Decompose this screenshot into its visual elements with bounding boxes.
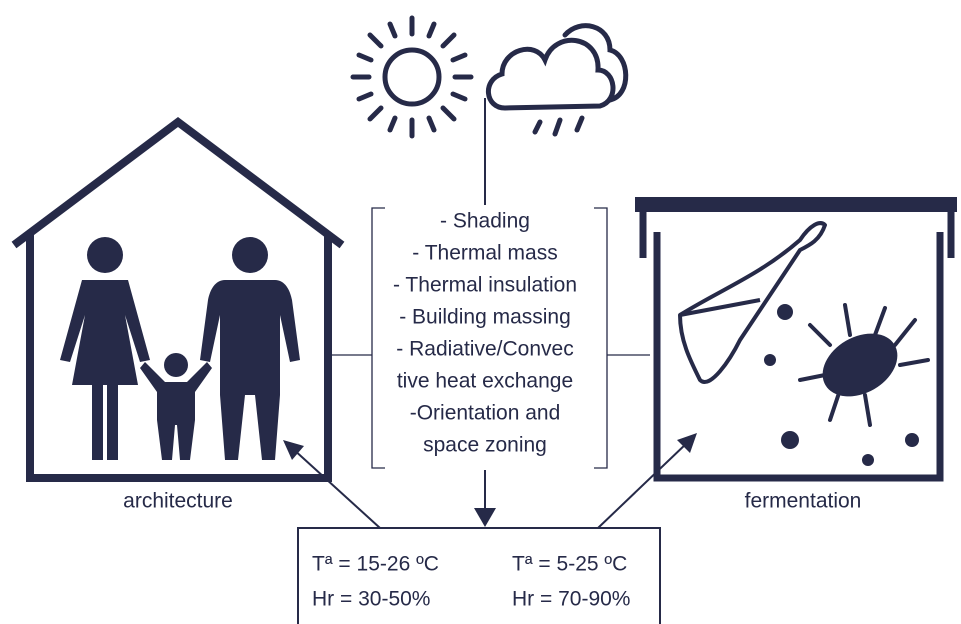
sun-icon <box>353 18 471 136</box>
label: fermentation <box>745 490 862 513</box>
label: architecture <box>123 490 233 513</box>
family-icon <box>60 237 300 460</box>
measure-line: - Building massing <box>399 306 571 329</box>
condition: Tª = 5-25 ºC <box>512 553 627 576</box>
measure-line: -Orientation and <box>410 402 561 425</box>
condition: Hr = 70-90% <box>512 588 630 611</box>
measure-line: tive heat exchange <box>397 370 573 393</box>
cloud-icon <box>488 26 625 134</box>
diagram: architecture fermentation - Shading - The… <box>0 0 961 624</box>
measure-line: - Radiative/Convec <box>396 338 573 361</box>
condition: Tª = 15-26 ºC <box>312 553 439 576</box>
measure-line: space zoning <box>423 434 547 457</box>
measure-list: - Shading - Thermal mass - Thermal insulat… <box>393 210 577 457</box>
container-icon <box>635 197 957 478</box>
measure-line: - Thermal mass <box>412 242 557 265</box>
measure-line: - Thermal insulation <box>393 274 577 297</box>
measure-line: - Shading <box>440 210 530 233</box>
condition: Hr = 30-50% <box>312 588 430 611</box>
